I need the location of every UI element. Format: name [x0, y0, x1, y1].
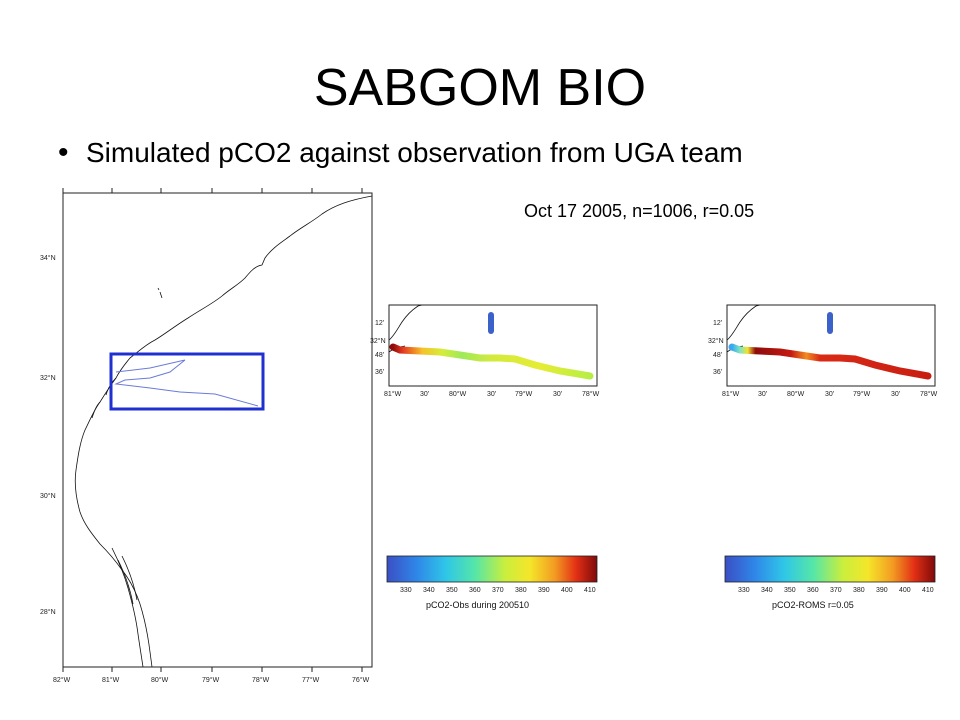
cruise-track: [114, 359, 259, 407]
large-map-lon-ticks: [62, 188, 363, 672]
obs-colorbar-label: pCO2-Obs during 200510: [426, 600, 529, 610]
lon-label: 80°W: [449, 390, 467, 398]
obs-map-panel: 12' 32°N 48' 36' 81°W 30' 80°W 30' 79°W …: [370, 304, 600, 610]
lon-label: 80°W: [787, 390, 805, 398]
lat-label: 36': [713, 369, 722, 376]
bullet-text: Simulated pCO2 against observation from …: [86, 137, 743, 168]
colorbar-tick: 410: [922, 587, 934, 594]
colorbar-tick: 340: [423, 587, 435, 594]
lat-label: 32°N: [370, 337, 386, 345]
colorbar-tick: 340: [761, 587, 773, 594]
lon-label: 78°W: [252, 676, 270, 684]
lon-label: 78°W: [920, 390, 938, 398]
roms-colorbar: [724, 555, 936, 583]
colorbar-tick: 390: [876, 587, 888, 594]
roms-colorbar-label: pCO2-ROMS r=0.05: [772, 600, 854, 610]
colorbar-tick: 380: [515, 587, 527, 594]
caption-stats: Oct 17 2005, n=1006, r=0.05: [524, 201, 755, 221]
large-map-coastline: [74, 195, 373, 668]
lon-label: 81°W: [384, 390, 402, 398]
colorbar-tick: 410: [584, 587, 596, 594]
lat-label: 12': [713, 320, 722, 327]
bullet-item: • Simulated pCO2 against observation fro…: [58, 136, 743, 170]
colorbar-tick: 330: [400, 587, 412, 594]
lat-label: 36': [375, 369, 384, 376]
colorbar-tick: 400: [899, 587, 911, 594]
roms-map-panel: 12' 32°N 48' 36' 81°W 30' 80°W 30' 79°W …: [708, 304, 938, 610]
colorbar-tick: 330: [738, 587, 750, 594]
lon-label: 82°W: [53, 676, 71, 684]
colorbar-tick: 350: [784, 587, 796, 594]
colorbar-tick: 380: [853, 587, 865, 594]
lat-label: 34°N: [40, 254, 56, 262]
colorbar-tick: 350: [446, 587, 458, 594]
lon-label: 78°W: [582, 390, 600, 398]
large-map-frame: [62, 192, 373, 668]
bullet-dot-icon: •: [58, 136, 69, 169]
slide-title: SABGOM BIO: [313, 59, 647, 117]
colorbar-tick: 390: [538, 587, 550, 594]
lon-label: 81°W: [722, 390, 740, 398]
lat-label: 32°N: [708, 337, 724, 345]
lat-label: 48': [375, 352, 384, 359]
lon-label: 30': [420, 391, 429, 398]
lat-label: 12': [375, 320, 384, 327]
lon-label: 76°W: [352, 676, 370, 684]
colorbar-tick: 370: [492, 587, 504, 594]
lon-label: 30': [553, 391, 562, 398]
lat-label: 30°N: [40, 492, 56, 500]
colorbar-tick: 400: [561, 587, 573, 594]
study-area-box: [109, 352, 265, 411]
lon-label: 79°W: [202, 676, 220, 684]
lon-label: 79°W: [515, 390, 533, 398]
lat-label: 48': [713, 352, 722, 359]
lon-label: 77°W: [302, 676, 320, 684]
colorbar-tick: 360: [807, 587, 819, 594]
roms-track: [728, 343, 932, 380]
lon-label: 30': [891, 391, 900, 398]
obs-colorbar: [386, 555, 598, 583]
lon-label: 81°W: [102, 676, 120, 684]
lon-label: 30': [825, 391, 834, 398]
large-map: 82°W 81°W 80°W 79°W 78°W 77°W 76°W 34°N …: [40, 188, 373, 684]
lat-label: 32°N: [40, 374, 56, 382]
colorbar-tick: 360: [469, 587, 481, 594]
lon-label: 30': [487, 391, 496, 398]
lon-label: 30': [758, 391, 767, 398]
lon-label: 80°W: [151, 676, 169, 684]
lon-label: 79°W: [853, 390, 871, 398]
colorbar-tick: 370: [830, 587, 842, 594]
obs-track: [389, 343, 594, 380]
lat-label: 28°N: [40, 608, 56, 616]
